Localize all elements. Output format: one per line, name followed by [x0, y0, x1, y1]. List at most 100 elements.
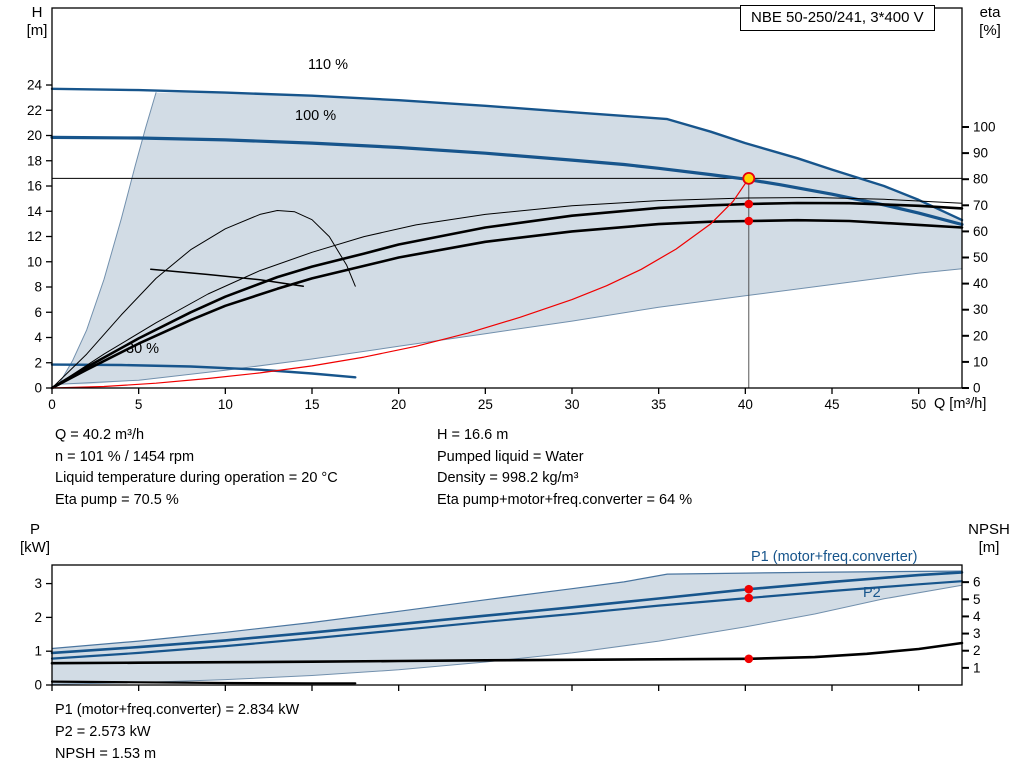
x-tick-label: 50 [911, 397, 926, 412]
speed-label-100: 100 % [295, 108, 337, 124]
eta-aux-segment [150, 268, 305, 287]
info-npsh: NPSH = 1.53 m [55, 746, 157, 762]
plot-frame [51, 7, 963, 389]
y-right-tick-label: 1 [973, 660, 981, 675]
eta-axis-unit: [%] [979, 22, 1001, 39]
p-axis-letter: P [29, 521, 40, 538]
y-left-tick-label: 0 [34, 678, 42, 693]
eta-total-point [744, 216, 754, 226]
x-tick-label: 40 [738, 397, 753, 412]
y-left-tick-label: 18 [27, 153, 42, 168]
y-right-tick-label: 3 [973, 626, 981, 641]
x-tick-label: 15 [304, 397, 319, 412]
y-right-tick-label: 70 [973, 198, 988, 213]
eta-total-curve [50, 218, 964, 390]
eta-thin-fullspeed [51, 197, 963, 389]
power-info: P1 (motor+freq.converter) = 2.834 kW P2 … [55, 699, 299, 765]
x-tick-label: 25 [478, 397, 493, 412]
y-right-tick-label: 2 [973, 643, 981, 658]
npsh-axis-word: NPSH [968, 521, 1010, 538]
info-density: Density = 998.2 kg/m³ [437, 470, 579, 486]
duty-info-right: H = 16.6 m Pumped liquid = Water Density… [437, 425, 692, 511]
x-tick-label: 45 [824, 397, 839, 412]
y-left-tick-label: 10 [27, 254, 42, 269]
plot-frame [51, 564, 963, 686]
y-left-tick-label: 0 [34, 381, 42, 396]
min-power-line [50, 680, 357, 685]
power-envelope-top [51, 570, 963, 650]
info-p1: P1 (motor+freq.converter) = 2.834 kW [55, 702, 300, 718]
head-curve-100pct [50, 135, 964, 227]
eta-bell-reduced-speed [51, 210, 356, 389]
info-eta-total: Eta pump+motor+freq.converter = 64 % [437, 491, 693, 508]
info-q: Q = 40.2 m³/h [55, 427, 145, 443]
y-right-tick-label: 6 [973, 575, 981, 590]
h-axis-title: H [m] [14, 4, 60, 40]
info-pumped-liquid: Pumped liquid = Water [437, 448, 584, 465]
q-axis-title: Q [m³/h] [934, 396, 987, 412]
info-n: n = 101 % / 1454 rpm [55, 448, 195, 465]
npsh-axis-title: NPSH [m] [958, 521, 1020, 557]
y-left-tick-label: 2 [34, 610, 42, 625]
eta-axis-letter: eta [979, 4, 1001, 21]
y-right-tick-label: 90 [973, 146, 988, 161]
y-left-tick-label: 20 [27, 128, 42, 143]
y-right-tick-label: 60 [973, 224, 988, 239]
eta-pump-point [744, 199, 754, 209]
x-tick-label: 5 [135, 397, 143, 412]
y-left-tick-label: 16 [27, 179, 42, 194]
y-right-tick-label: 50 [973, 250, 988, 265]
y-right-tick-label: 100 [973, 120, 996, 135]
y-right-tick-label: 0 [973, 381, 981, 396]
x-tick-label: 35 [651, 397, 666, 412]
y-left-tick-label: 2 [34, 355, 42, 370]
envelope-left-edge [58, 92, 157, 385]
x-tick-label: 30 [564, 397, 579, 412]
y-right-tick-label: 10 [973, 354, 988, 369]
head-curve-110pct [50, 87, 964, 222]
npsh-curve [50, 641, 964, 665]
eta-axis-title: eta [%] [964, 4, 1016, 40]
y-left-tick-label: 3 [34, 576, 42, 591]
x-tick-label: 0 [48, 397, 56, 412]
y-right-tick-label: 40 [973, 276, 988, 291]
speed-label-110: 110 % [308, 57, 349, 73]
y-left-tick-label: 24 [27, 78, 43, 93]
y-left-tick-label: 4 [34, 330, 42, 345]
head-curve-30pct [50, 363, 357, 379]
y-left-tick-label: 8 [34, 280, 42, 295]
x-tick-label: 20 [391, 397, 406, 412]
y-right-tick-label: 80 [973, 172, 988, 187]
p2-point [744, 593, 754, 603]
speed-label-30: 30 % [126, 341, 160, 357]
control-curve-red [51, 177, 750, 389]
npsh-axis-unit: [m] [978, 539, 1000, 556]
h-axis-letter: H [31, 4, 43, 21]
y-right-tick-label: 20 [973, 328, 988, 343]
eta-pump-curve [50, 201, 964, 390]
p-axis-unit: [kW] [20, 539, 50, 556]
info-liquid-temp: Liquid temperature during operation = 20… [55, 470, 338, 486]
y-left-tick-label: 22 [27, 103, 42, 118]
info-eta-pump: Eta pump = 70.5 % [55, 491, 179, 508]
operating-envelope-region [52, 571, 962, 685]
y-left-tick-label: 6 [34, 305, 42, 320]
y-left-tick-label: 1 [34, 644, 42, 659]
y-right-tick-label: 5 [973, 592, 981, 607]
envelope-bottom-edge [58, 268, 963, 385]
npsh-point [744, 654, 754, 664]
p1-curve-label: P1 (motor+freq.converter) [751, 549, 918, 565]
y-left-tick-label: 14 [27, 204, 43, 219]
y-right-tick-label: 30 [973, 302, 988, 317]
y-left-tick-label: 12 [27, 229, 42, 244]
x-tick-label: 10 [218, 397, 233, 412]
p2-curve-label: P2 [863, 585, 881, 601]
p1-point [744, 584, 754, 594]
duty-point [742, 171, 756, 185]
y-right-tick-label: 4 [973, 609, 981, 624]
p-axis-title: P [kW] [10, 521, 60, 557]
h-axis-unit: [m] [26, 22, 48, 39]
info-p2: P2 = 2.573 kW [55, 724, 151, 740]
